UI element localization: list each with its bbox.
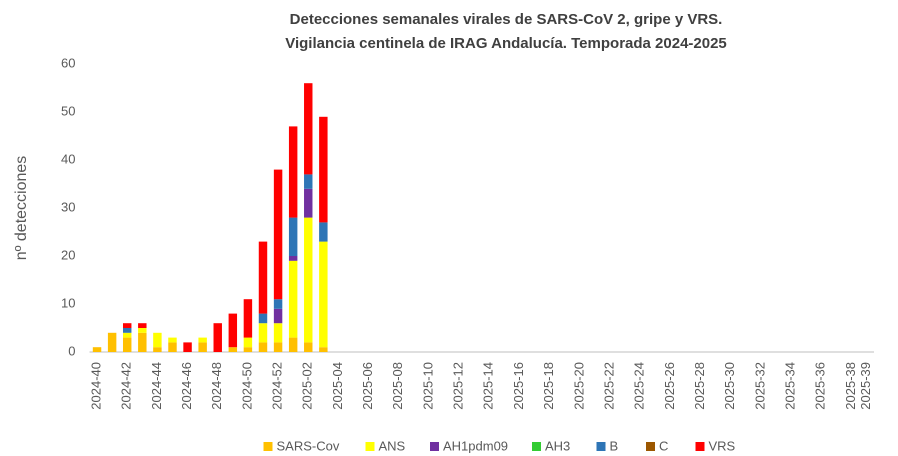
bar-segment	[273, 323, 283, 343]
x-tick-label: 2025-24	[632, 362, 647, 410]
x-tick-label: 2025-18	[541, 362, 556, 410]
x-tick-label: 2024-52	[270, 362, 285, 410]
x-tick-label: 2024-40	[88, 362, 103, 410]
legend-label: SARS-Cov	[277, 438, 340, 453]
bar-segment	[153, 332, 162, 348]
x-tick-label: 2025-22	[601, 362, 616, 410]
bar-segment	[304, 217, 313, 343]
bar-segment	[138, 328, 147, 333]
bar-segment	[258, 323, 268, 343]
legend-swatch	[596, 442, 606, 451]
legend-swatch	[695, 442, 705, 451]
bar-segment	[153, 347, 162, 352]
bar-segment	[243, 347, 253, 352]
x-tick-label: 2025-26	[662, 362, 677, 410]
bar-segment	[288, 256, 298, 261]
y-tick-label: 0	[68, 343, 75, 358]
bar-segment	[258, 313, 268, 324]
bar-segment	[319, 222, 328, 242]
bar-segment	[273, 299, 283, 309]
bar-segment	[243, 299, 253, 338]
legend-label: VRS	[709, 438, 736, 453]
y-tick-label: 10	[61, 295, 75, 310]
x-tick-label: 2025-12	[451, 362, 466, 410]
legend-swatch	[430, 442, 439, 451]
bar-segment	[304, 342, 313, 352]
bar-segment	[288, 337, 298, 352]
x-tick-label: 2025-04	[330, 362, 345, 410]
x-tick-label: 2025-06	[360, 362, 375, 410]
y-tick-label: 60	[61, 55, 75, 70]
legend-label: C	[659, 438, 668, 453]
bar-segment	[122, 332, 132, 338]
x-tick-label: 2025-10	[420, 362, 435, 410]
bar-segment	[228, 313, 238, 348]
y-tick-label: 20	[61, 247, 75, 262]
bar-segment	[122, 323, 132, 328]
x-tick-label: 2024-42	[119, 362, 134, 410]
chart-title: Detecciones semanales virales de SARS-Co…	[290, 11, 723, 28]
bar-segment	[304, 188, 313, 218]
bar-segment	[198, 342, 207, 352]
x-tick-label: 2025-30	[722, 362, 737, 410]
bar-segment	[228, 347, 238, 352]
bar-segment	[92, 347, 102, 352]
bar-segment	[273, 308, 283, 324]
bar-segment	[319, 241, 328, 348]
x-tick-label: 2025-38	[843, 362, 858, 410]
bar-segment	[122, 337, 132, 352]
legend-swatch	[263, 442, 273, 451]
legend-swatch	[646, 442, 655, 451]
bar-segment	[198, 337, 207, 343]
bar-segment	[168, 342, 177, 352]
bar-segment	[213, 323, 222, 352]
y-tick-label: 40	[61, 151, 75, 166]
x-tick-label: 2025-20	[571, 362, 586, 410]
bar-segment	[288, 217, 298, 256]
bar-segment	[138, 323, 147, 328]
legend-label: B	[610, 438, 619, 453]
bar-segment	[288, 260, 298, 338]
x-tick-label: 2024-44	[149, 362, 164, 410]
bar-segment	[243, 337, 253, 348]
legend-label: AH1pdm09	[443, 438, 508, 453]
bar-segment	[107, 332, 117, 352]
chart-title: Vigilancia centinela de IRAG Andalucía. …	[285, 35, 727, 52]
x-tick-label: 2024-50	[239, 362, 254, 410]
y-tick-label: 30	[61, 199, 75, 214]
y-axis-label: nº detecciones	[13, 156, 30, 261]
bar-segment	[138, 332, 147, 352]
legend-swatch	[532, 442, 541, 451]
bar-segment	[304, 174, 313, 189]
x-tick-label: 2025-39	[858, 362, 873, 410]
legend-label: AH3	[545, 438, 570, 453]
x-tick-label: 2025-16	[511, 362, 526, 410]
x-tick-label: 2025-34	[782, 362, 797, 410]
x-tick-label: 2024-46	[179, 362, 194, 410]
x-tick-label: 2025-02	[300, 362, 315, 410]
bar-segment	[183, 342, 192, 352]
x-tick-label: 2024-48	[209, 362, 224, 410]
bar-segment	[258, 241, 268, 314]
bar-segment	[319, 116, 328, 223]
legend-label: ANS	[379, 438, 406, 453]
bar-segment	[288, 126, 298, 218]
bar-segment	[304, 83, 313, 175]
x-tick-label: 2025-36	[813, 362, 828, 410]
bar-segment	[273, 342, 283, 352]
bar-segment	[273, 169, 283, 300]
bar-segment	[319, 347, 328, 352]
x-tick-label: 2025-28	[692, 362, 707, 410]
legend-swatch	[365, 442, 375, 451]
x-tick-label: 2025-32	[752, 362, 767, 410]
bar-segment	[258, 342, 268, 352]
x-tick-label: 2025-08	[390, 362, 405, 410]
x-tick-label: 2025-14	[481, 362, 496, 410]
bar-segment	[168, 337, 177, 343]
y-tick-label: 50	[61, 103, 75, 118]
bar-segment	[122, 328, 132, 333]
